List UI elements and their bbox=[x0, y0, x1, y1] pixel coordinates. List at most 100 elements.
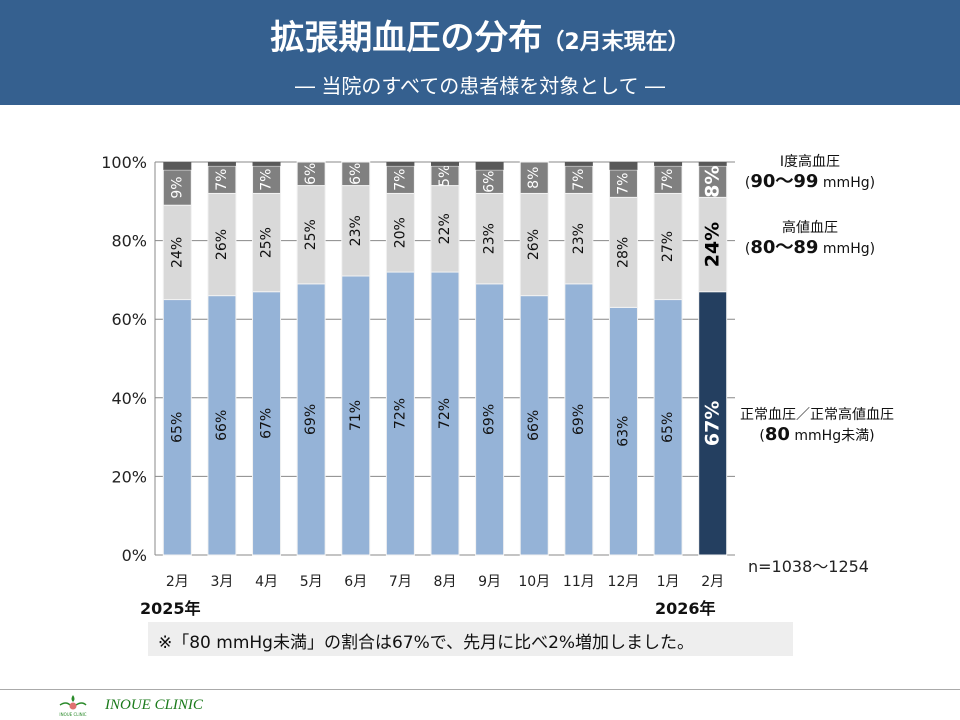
bar-segment-remainder bbox=[609, 162, 638, 170]
data-label: 7% bbox=[392, 169, 408, 191]
data-label: 25% bbox=[259, 227, 275, 258]
y-tick-label: 80% bbox=[111, 232, 147, 251]
bar-segment-remainder bbox=[698, 162, 727, 166]
bar-segment bbox=[564, 283, 594, 556]
x-tick-label: 3月 bbox=[210, 574, 233, 590]
data-label: 26% bbox=[526, 229, 542, 260]
data-label: 71% bbox=[348, 400, 364, 431]
data-label: 9% bbox=[169, 176, 185, 198]
bar-segment-remainder bbox=[252, 162, 281, 166]
bar-segment bbox=[207, 192, 237, 297]
data-label: 67% bbox=[702, 401, 724, 446]
data-label: 7% bbox=[571, 169, 587, 191]
y-tick-label: 0% bbox=[122, 546, 147, 565]
data-label: 25% bbox=[303, 219, 319, 250]
bar-segment-remainder bbox=[163, 162, 192, 170]
bar-segment bbox=[385, 165, 415, 194]
clinic-name: INOUE CLINIC bbox=[105, 697, 203, 713]
clinic-logo-icon: INOUE CLINIC bbox=[59, 695, 87, 717]
year-label-start: 2025年 bbox=[140, 599, 201, 618]
footer-divider bbox=[0, 689, 960, 690]
data-label: 27% bbox=[660, 231, 676, 262]
data-label: 66% bbox=[526, 410, 542, 441]
bar-segment bbox=[341, 275, 371, 556]
bar-segment-remainder bbox=[564, 162, 593, 166]
title-text: 拡張期血圧の分布 bbox=[270, 18, 543, 58]
y-tick-label: 20% bbox=[111, 467, 147, 486]
data-label: 8% bbox=[526, 167, 542, 189]
data-label: 28% bbox=[615, 237, 631, 268]
legend-high-normal: 高値血圧 (80～89 mmHg) bbox=[740, 218, 880, 259]
data-label: 26% bbox=[214, 229, 230, 260]
data-label: 6% bbox=[482, 171, 498, 193]
bar-segment bbox=[653, 299, 683, 556]
data-label: 6% bbox=[348, 163, 364, 185]
y-tick-label: 100% bbox=[101, 153, 147, 172]
bar-segment bbox=[698, 196, 728, 293]
bar-segment bbox=[653, 192, 683, 301]
x-tick-label: 5月 bbox=[300, 574, 323, 590]
bar-segment bbox=[564, 165, 594, 194]
year-label-end: 2026年 bbox=[655, 599, 716, 618]
data-label: 24% bbox=[169, 237, 185, 268]
legend-high-normal-range: (80～89 mmHg) bbox=[744, 237, 876, 258]
data-label: 6% bbox=[303, 163, 319, 185]
bar-segment bbox=[296, 185, 326, 285]
data-label: 8% bbox=[702, 166, 724, 198]
data-label: 23% bbox=[348, 215, 364, 246]
y-tick-label: 60% bbox=[111, 310, 147, 329]
bar-segment-remainder bbox=[475, 162, 504, 170]
bar-segment bbox=[430, 185, 460, 273]
bar-segment-remainder bbox=[431, 162, 459, 166]
x-tick-label: 2月 bbox=[701, 574, 724, 590]
bar-segment bbox=[698, 291, 728, 556]
bar-segment bbox=[296, 161, 326, 187]
page-subtitle: ― 当院のすべての患者様を対象として ― bbox=[295, 74, 665, 98]
data-label: 72% bbox=[437, 398, 453, 429]
bar-segment bbox=[207, 295, 237, 556]
bar-segment bbox=[608, 169, 638, 198]
bar-segment-remainder bbox=[386, 162, 415, 166]
data-label: 65% bbox=[660, 412, 676, 443]
data-label: 7% bbox=[615, 173, 631, 195]
bar-segment bbox=[564, 192, 594, 285]
data-label: 5% bbox=[437, 165, 453, 187]
bar-segment bbox=[341, 161, 371, 187]
svg-text:INOUE CLINIC: INOUE CLINIC bbox=[59, 712, 86, 717]
x-tick-label: 12月 bbox=[608, 574, 640, 590]
data-label: 20% bbox=[392, 217, 408, 248]
bar-segment bbox=[519, 192, 549, 297]
bar-segment bbox=[475, 283, 505, 556]
summary-note: ※「80 mmHg未満」の割合は67%で、先月に比べ2%増加しました。 bbox=[148, 622, 793, 656]
data-label: 23% bbox=[571, 223, 587, 254]
data-label: 66% bbox=[214, 410, 230, 441]
data-label: 24% bbox=[702, 222, 724, 267]
legend-high-normal-label: 高値血圧 bbox=[782, 220, 838, 236]
bar-segment bbox=[608, 306, 638, 556]
data-label: 67% bbox=[259, 408, 275, 439]
bar-segment bbox=[385, 271, 415, 556]
bar-segment bbox=[252, 192, 282, 293]
x-tick-label: 2月 bbox=[166, 574, 189, 590]
y-tick-label: 40% bbox=[111, 389, 147, 408]
bar-segment bbox=[698, 165, 728, 198]
data-label: 22% bbox=[437, 213, 453, 244]
bar-segment bbox=[162, 299, 192, 556]
bar-segment bbox=[519, 295, 549, 556]
data-label: 69% bbox=[571, 404, 587, 435]
legend-stage1: Ⅰ度高血圧 (90～99 mmHg) bbox=[740, 152, 880, 193]
bar-segment bbox=[296, 283, 326, 556]
legend-stage1-range: (90～99 mmHg) bbox=[744, 171, 876, 192]
x-tick-label: 11月 bbox=[563, 574, 595, 590]
header-banner: 拡張期血圧の分布（2月末現在） ― 当院のすべての患者様を対象として ― bbox=[0, 0, 960, 105]
x-tick-label: 6月 bbox=[344, 574, 367, 590]
data-label: 7% bbox=[259, 169, 275, 191]
bar-segment bbox=[519, 161, 549, 194]
bar-segment bbox=[252, 165, 282, 194]
data-label: 63% bbox=[615, 416, 631, 447]
x-tick-label: 4月 bbox=[255, 574, 278, 590]
bar-segment bbox=[341, 185, 371, 277]
legend-normal: 正常血圧／正常高値血圧 (80 mmHg未満) bbox=[722, 405, 912, 446]
legend-stage1-label: Ⅰ度高血圧 bbox=[779, 154, 841, 170]
